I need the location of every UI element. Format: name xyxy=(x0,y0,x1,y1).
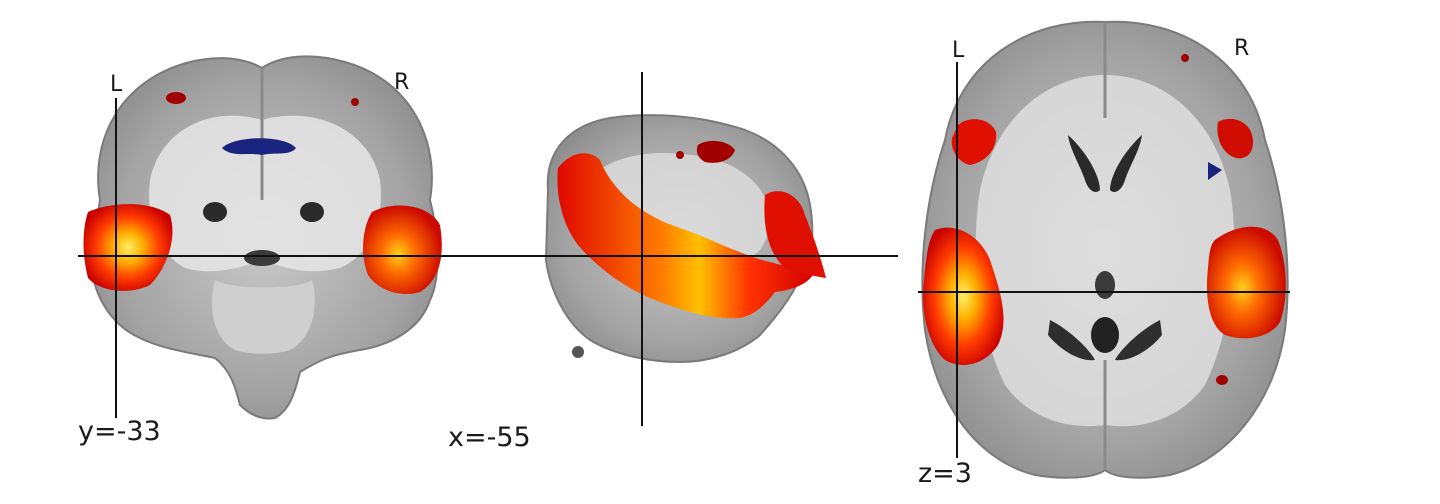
coronal-activation-speck xyxy=(166,92,186,104)
axial-deactivation-blob xyxy=(1208,162,1222,180)
axial-slice xyxy=(918,20,1290,479)
axial-left-label: L xyxy=(952,38,965,63)
axial-activation-right xyxy=(1206,226,1286,339)
axial-activation-right-frontal xyxy=(1217,118,1254,159)
sagittal-activation-top xyxy=(696,140,735,163)
axial-posterior-ventricles xyxy=(1048,320,1162,361)
sagittal-activation-speck xyxy=(676,151,684,159)
axial-activation-speck xyxy=(1181,54,1189,62)
coronal-deactivation-blob xyxy=(222,138,296,155)
coronal-activation-right xyxy=(363,205,442,295)
coronal-left-label: L xyxy=(110,72,123,97)
coronal-activation-speck xyxy=(351,98,359,106)
sagittal-speck xyxy=(572,346,584,358)
sagittal-slice xyxy=(452,72,898,426)
axial-third-ventricle xyxy=(1095,271,1115,299)
axial-posterior-dark xyxy=(1091,317,1119,353)
coronal-brainstem xyxy=(211,280,315,354)
coronal-white-matter xyxy=(149,115,381,272)
coronal-right-label: R xyxy=(394,70,410,95)
sagittal-activation-band xyxy=(557,153,815,319)
coronal-ventricle-right xyxy=(300,202,324,222)
axial-right-label: R xyxy=(1234,36,1250,61)
coronal-coordinate-label: y=-33 xyxy=(78,416,161,447)
axial-activation-left xyxy=(922,227,1004,365)
sagittal-coordinate-label: x=-55 xyxy=(448,422,531,453)
coronal-activation-left xyxy=(83,204,173,291)
coronal-slice xyxy=(78,55,452,420)
axial-ventricles xyxy=(1068,135,1142,192)
axial-coordinate-label: z=3 xyxy=(918,458,972,489)
coronal-ventricle-center xyxy=(244,250,280,266)
axial-activation-speck xyxy=(1216,375,1228,385)
coronal-ventricle-left xyxy=(203,202,227,222)
axial-activation-left-frontal xyxy=(951,119,997,165)
axial-white-matter xyxy=(975,75,1235,427)
